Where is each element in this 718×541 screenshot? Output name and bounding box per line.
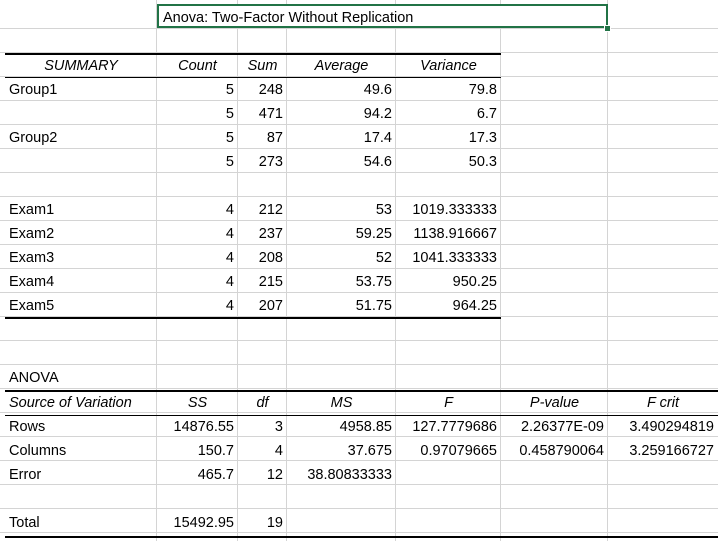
- summary-average[interactable]: 17.4: [363, 130, 392, 146]
- ss-header[interactable]: SS: [187, 395, 208, 411]
- anova-f-crit[interactable]: 3.259166727: [629, 443, 714, 459]
- summary-average[interactable]: 51.75: [355, 298, 392, 314]
- summary-sum[interactable]: 208: [258, 250, 283, 266]
- anova-df[interactable]: 12: [266, 467, 283, 483]
- summary-sum[interactable]: 248: [258, 82, 283, 98]
- count-header[interactable]: Count: [178, 58, 217, 74]
- anova-row-label[interactable]: Error: [9, 467, 42, 483]
- anova-ss[interactable]: 14876.55: [173, 419, 234, 435]
- anova-ss[interactable]: 150.7: [197, 443, 234, 459]
- anova-row-label[interactable]: Rows: [9, 419, 46, 435]
- summary-sum[interactable]: 273: [258, 154, 283, 170]
- summary-row-label[interactable]: Exam3: [9, 250, 55, 266]
- anova-total-ss[interactable]: 15492.95: [173, 515, 234, 531]
- sum-header[interactable]: Sum: [247, 58, 278, 74]
- summary-sum[interactable]: 237: [258, 226, 283, 242]
- df-header[interactable]: df: [256, 395, 269, 411]
- p-value-header[interactable]: P-value: [529, 395, 580, 411]
- summary-sum[interactable]: 87: [266, 130, 283, 146]
- anova-f-crit[interactable]: 3.490294819: [629, 419, 714, 435]
- anova-ms[interactable]: 38.80833333: [307, 467, 392, 483]
- summary-count[interactable]: 4: [225, 202, 234, 218]
- title-cell[interactable]: Anova: Two-Factor Without Replication: [157, 4, 608, 28]
- summary-count[interactable]: 5: [225, 154, 234, 170]
- anova-top-border: [5, 390, 718, 392]
- anova-bottom-border: [5, 536, 718, 538]
- ms-header[interactable]: MS: [330, 395, 353, 411]
- anova-label[interactable]: ANOVA: [9, 370, 59, 386]
- summary-variance[interactable]: 964.25: [452, 298, 497, 314]
- summary-header[interactable]: SUMMARY: [44, 58, 118, 74]
- anova-total-df[interactable]: 19: [266, 515, 283, 531]
- summary-average[interactable]: 53.75: [355, 274, 392, 290]
- summary-variance[interactable]: 1019.333333: [412, 202, 497, 218]
- summary-variance[interactable]: 50.3: [468, 154, 497, 170]
- anova-header-border: [5, 415, 718, 416]
- summary-sum[interactable]: 471: [258, 106, 283, 122]
- summary-variance[interactable]: 17.3: [468, 130, 497, 146]
- summary-average[interactable]: 94.2: [363, 106, 392, 122]
- summary-variance[interactable]: 1138.916667: [413, 226, 497, 242]
- anova-ss[interactable]: 465.7: [197, 467, 234, 483]
- source-header[interactable]: Source of Variation: [9, 395, 132, 411]
- anova-ms[interactable]: 4958.85: [339, 419, 392, 435]
- summary-variance[interactable]: 6.7: [476, 106, 497, 122]
- summary-row-label[interactable]: Exam2: [9, 226, 55, 242]
- anova-f[interactable]: 127.7779686: [412, 419, 497, 435]
- anova-df[interactable]: 3: [274, 419, 283, 435]
- summary-count[interactable]: 4: [225, 274, 234, 290]
- summary-count[interactable]: 4: [225, 226, 234, 242]
- summary-header-border: [5, 77, 501, 78]
- average-header[interactable]: Average: [314, 58, 369, 74]
- anova-f[interactable]: 0.97079665: [420, 443, 497, 459]
- summary-average[interactable]: 53: [375, 202, 392, 218]
- summary-average[interactable]: 52: [375, 250, 392, 266]
- anova-row-label[interactable]: Columns: [9, 443, 67, 459]
- anova-p-value[interactable]: 2.26377E-09: [520, 419, 604, 435]
- variance-header[interactable]: Variance: [420, 58, 477, 74]
- summary-variance[interactable]: 950.25: [452, 274, 497, 290]
- summary-count[interactable]: 5: [225, 82, 234, 98]
- f-header[interactable]: F: [444, 395, 453, 411]
- anova-total-label[interactable]: Total: [9, 515, 40, 531]
- summary-row-label[interactable]: Exam4: [9, 274, 55, 290]
- summary-sum[interactable]: 212: [258, 202, 283, 218]
- anova-df[interactable]: 4: [274, 443, 283, 459]
- summary-row-label[interactable]: Exam1: [9, 202, 55, 218]
- summary-average[interactable]: 59.25: [355, 226, 392, 242]
- summary-variance[interactable]: 79.8: [468, 82, 497, 98]
- summary-average[interactable]: 54.6: [363, 154, 392, 170]
- f-crit-header[interactable]: F crit: [647, 395, 679, 411]
- summary-count[interactable]: 5: [225, 130, 234, 146]
- summary-count[interactable]: 4: [225, 250, 234, 266]
- summary-count[interactable]: 5: [225, 106, 234, 122]
- summary-count[interactable]: 4: [225, 298, 234, 314]
- summary-bottom-border: [5, 317, 501, 319]
- summary-average[interactable]: 49.6: [363, 82, 392, 98]
- summary-row-label[interactable]: Exam5: [9, 298, 55, 314]
- summary-variance[interactable]: 1041.333333: [412, 250, 497, 266]
- summary-sum[interactable]: 215: [258, 274, 283, 290]
- summary-row-label[interactable]: Group2: [9, 130, 58, 146]
- summary-sum[interactable]: 207: [258, 298, 283, 314]
- fill-handle[interactable]: [604, 25, 611, 32]
- summary-top-border: [5, 53, 501, 55]
- anova-ms[interactable]: 37.675: [347, 443, 392, 459]
- anova-p-value[interactable]: 0.458790064: [519, 443, 604, 459]
- summary-row-label[interactable]: Group1: [9, 82, 58, 98]
